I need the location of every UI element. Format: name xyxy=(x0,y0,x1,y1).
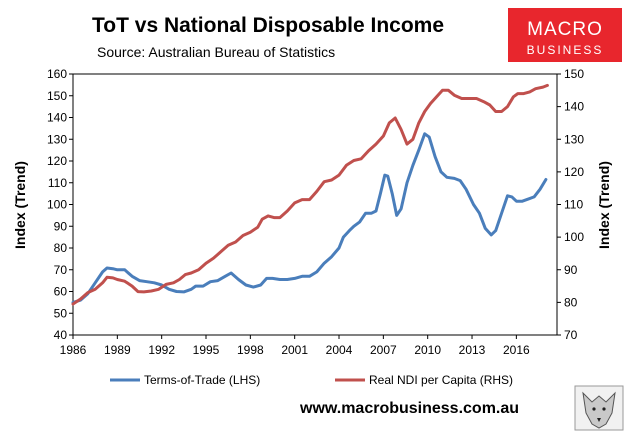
right-tick-label: 90 xyxy=(564,263,578,277)
chart-title: ToT vs National Disposable Income xyxy=(92,14,444,37)
left-tick-label: 150 xyxy=(47,89,67,103)
series-layer xyxy=(71,83,549,306)
left-tick-label: 120 xyxy=(47,154,67,168)
left-y-axis: 40 50 60 70 80 90 100 110 120 130 140 150 160 xyxy=(47,67,73,342)
right-axis-title: Index (Trend) xyxy=(596,161,612,249)
right-tick-label: 120 xyxy=(564,165,584,179)
logo-background xyxy=(508,8,622,62)
right-tick-label: 100 xyxy=(564,230,584,244)
x-axis: 1986 1989 1992 1995 1998 2001 2004 2007 2010 2013… xyxy=(60,335,530,357)
macrobusiness-logo: MACRO BUSINESS xyxy=(508,8,622,62)
right-tick-label: 150 xyxy=(564,67,584,81)
series-line-terms-of-trade xyxy=(71,132,548,304)
wolf-icon xyxy=(574,385,624,431)
x-tick-label: 2016 xyxy=(503,343,530,357)
x-tick-label: 2010 xyxy=(414,343,441,357)
right-tick-label: 110 xyxy=(564,198,583,212)
series-line-real-ndi xyxy=(71,83,549,306)
right-tick-label: 130 xyxy=(564,132,584,146)
x-tick-label: 2013 xyxy=(459,343,486,357)
left-tick-label: 100 xyxy=(47,198,67,212)
legend-label-tot: Terms-of-Trade (LHS) xyxy=(144,373,260,387)
left-tick-label: 160 xyxy=(47,67,67,81)
left-tick-label: 130 xyxy=(47,132,67,146)
logo-line-1: MACRO xyxy=(527,19,603,40)
left-tick-label: 140 xyxy=(47,111,67,125)
right-tick-label: 80 xyxy=(564,295,578,309)
x-tick-label: 2001 xyxy=(281,343,308,357)
left-tick-label: 40 xyxy=(54,328,68,342)
logo-line-2: BUSINESS xyxy=(527,43,604,57)
left-tick-label: 60 xyxy=(54,285,68,299)
left-tick-label: 110 xyxy=(48,176,67,190)
left-tick-label: 70 xyxy=(54,263,68,277)
left-tick-label: 90 xyxy=(54,219,68,233)
x-tick-label: 1992 xyxy=(148,343,175,357)
x-tick-label: 1989 xyxy=(104,343,131,357)
website-url: www.macrobusiness.com.au xyxy=(299,400,519,417)
right-tick-label: 70 xyxy=(564,328,578,342)
chart-subtitle: Source: Australian Bureau of Statistics xyxy=(97,44,335,60)
x-tick-label: 1986 xyxy=(60,343,87,357)
right-tick-label: 140 xyxy=(564,100,584,114)
left-tick-label: 80 xyxy=(54,241,68,255)
legend-label-ndi: Real NDI per Capita (RHS) xyxy=(369,373,513,387)
left-axis-title: Index (Trend) xyxy=(12,161,28,249)
x-tick-label: 1995 xyxy=(193,343,220,357)
x-tick-label: 2004 xyxy=(326,343,353,357)
right-y-axis: 70 80 90 100 110 120 130 140 150 xyxy=(557,67,584,342)
plot-area-border xyxy=(72,73,558,336)
legend: Terms-of-Trade (LHS) Real NDI per Capita… xyxy=(110,373,513,387)
x-tick-label: 1998 xyxy=(237,343,264,357)
x-tick-label: 2007 xyxy=(370,343,397,357)
left-tick-label: 50 xyxy=(54,306,68,320)
